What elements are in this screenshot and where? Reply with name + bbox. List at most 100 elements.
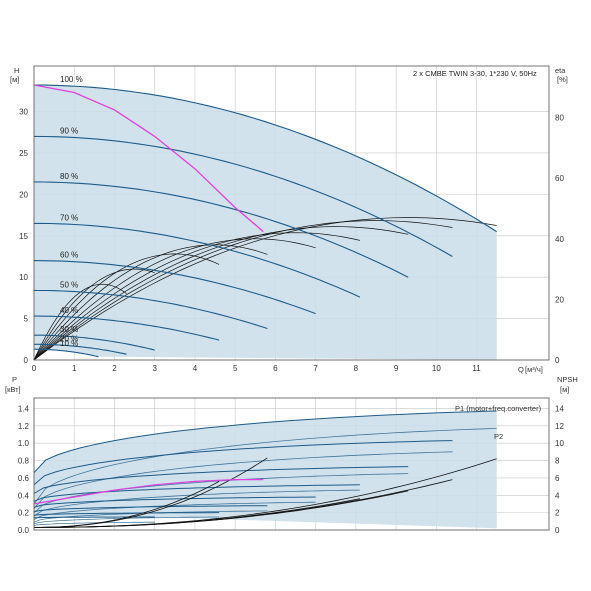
p-tick-label: 0.2 (18, 509, 30, 518)
eta-axis-unit: [%] (557, 75, 568, 84)
y-tick-label: 25 (19, 149, 28, 158)
x-tick-label: 2 (112, 364, 117, 373)
eta-tick-label: 0 (555, 356, 560, 365)
p-tick-label: 1.2 (18, 422, 30, 431)
speed-curve-label: 60 % (60, 251, 78, 260)
x-tick-label: 11 (472, 364, 481, 373)
p2-curve (33, 521, 155, 527)
h-axis-label: H (14, 66, 19, 75)
eta-tick-label: 40 (555, 235, 564, 244)
chart-title: 2 x CMBE TWIN 3-30, 1*230 V, 50Hz (413, 69, 537, 78)
x-tick-label: 6 (273, 364, 278, 373)
p1-curve (33, 466, 409, 494)
efficiency-curve (33, 217, 497, 361)
efficiency-curve (33, 226, 409, 361)
npsh-tick-label: 12 (555, 422, 564, 431)
speed-curve (33, 84, 497, 233)
speed-curve-label: 90 % (60, 126, 78, 135)
p-axis-unit: [кВт] (5, 385, 21, 394)
npsh-tick-label: 14 (555, 404, 564, 413)
speed-curve-label: 80 % (60, 172, 78, 181)
x-tick-label: 4 (193, 364, 198, 373)
eta-tick-label: 80 (555, 114, 564, 123)
speed-curve (34, 348, 99, 358)
speed-curve (34, 334, 155, 351)
power-system-curve (33, 479, 264, 505)
speed-curve-label: 40 % (60, 306, 78, 315)
p-axis-label: P (12, 375, 17, 384)
p1-curve (33, 516, 155, 519)
p-tick-label: 1.4 (18, 404, 30, 413)
npsh-tick-label: 4 (555, 491, 560, 500)
speed-curve-label: 100 % (60, 75, 83, 84)
speed-curve-label: 30 % (60, 325, 78, 334)
p1-curve (33, 440, 453, 486)
efficiency-curve (33, 238, 316, 361)
operating-region (34, 85, 497, 360)
speed-curve (34, 315, 220, 341)
npsh-tick-label: 10 (555, 439, 564, 448)
x-tick-label: 8 (354, 364, 359, 373)
power-npsh-plot: 0.0 0.2 0.4 0.6 0.8 1.0 1.2 1.4 0 2 4 6 8 10 12 14 (18, 397, 564, 535)
speed-curve (34, 222, 361, 298)
q-axis-label: Q (518, 365, 524, 374)
x-tick-label: 0 (32, 364, 37, 373)
p1-curve (33, 410, 497, 474)
plot-frame (33, 65, 550, 361)
speed-curve-label: 70 % (60, 213, 78, 222)
speed-curve-label: 50 % (60, 280, 78, 289)
y-tick-label: 15 (19, 232, 28, 241)
y-tick-label: 0 (24, 356, 29, 365)
y-tick-label: 5 (24, 315, 29, 324)
system-curve (33, 84, 264, 233)
p1-curve (33, 496, 316, 508)
p2-series-label: P2 (494, 432, 503, 441)
p2-curve (33, 428, 497, 505)
p2-curve (33, 451, 453, 509)
p-tick-label: 0.6 (18, 474, 30, 483)
x-tick-label: 3 (152, 364, 157, 373)
efficiency-curve (33, 268, 155, 361)
speed-curve-label: 20 % (60, 334, 78, 343)
p-tick-label: 0.4 (18, 491, 30, 500)
x-tick-label: 10 (432, 364, 441, 373)
x-tick-label: 7 (313, 364, 318, 373)
efficiency-curve (33, 220, 453, 361)
performance-plot: 100 % 90 % 80 % 70 % 60 % 50 % 40 % 30 %20 %10 … (19, 65, 564, 373)
p2-curve (33, 489, 360, 517)
npsh-curve (34, 481, 220, 528)
p-tick-label: 1.0 (18, 439, 30, 448)
npsh-curve (34, 498, 360, 528)
y-tick-label: 10 (19, 273, 28, 282)
npsh-axis-unit: [м] (560, 385, 569, 394)
efficiency-curve (33, 244, 268, 361)
y-tick-label: 30 (19, 108, 28, 117)
p2-curve (33, 510, 268, 523)
p-tick-label: 0.8 (18, 457, 30, 466)
npsh-tick-label: 0 (555, 526, 560, 535)
npsh-tick-label: 2 (555, 509, 560, 518)
npsh-axis-label: NPSH (557, 375, 578, 384)
plot-frame (33, 397, 550, 531)
p-tick-label: 0.0 (18, 526, 30, 535)
p1-series-label: P1 (motor+freq.converter) (455, 404, 542, 413)
speed-curve (33, 289, 268, 330)
h-axis-unit: [м] (10, 75, 19, 84)
speed-curve (33, 260, 316, 315)
q-axis-unit: [м³/ч] (525, 365, 543, 374)
y-tick-label: 20 (19, 190, 28, 199)
p1-curve (33, 512, 220, 516)
eta-tick-label: 20 (555, 295, 564, 304)
p1-curve (33, 484, 360, 502)
npsh-tick-label: 8 (555, 457, 560, 466)
speed-curve (33, 181, 409, 278)
speed-curve-label: 10 % (60, 339, 78, 348)
x-tick-label: 1 (72, 364, 77, 373)
p2-curve (33, 501, 316, 520)
speed-curve (33, 135, 453, 257)
npsh-tick-label: 6 (555, 474, 560, 483)
speed-curve (34, 343, 127, 355)
efficiency-curve (33, 232, 360, 361)
x-tick-label: 9 (394, 364, 399, 373)
